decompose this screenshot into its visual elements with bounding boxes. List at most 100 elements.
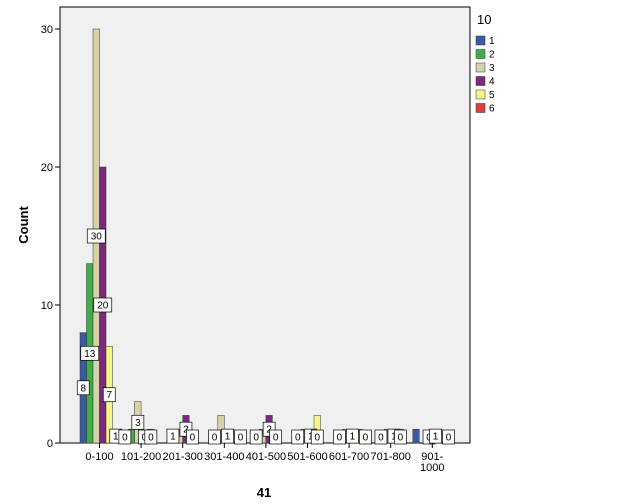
data-label-box [291, 429, 305, 445]
legend-title: 10 [477, 12, 491, 27]
x-tick-label: 501-600 [287, 451, 327, 463]
data-label: 1 [429, 428, 442, 444]
data-label-value: 0 [212, 433, 218, 444]
data-label-box [442, 429, 455, 445]
data-label-box [374, 429, 388, 445]
data-label: 0 [442, 429, 455, 445]
data-label: 1 [166, 428, 180, 444]
legend-swatch-6 [475, 103, 486, 113]
data-label-value: 0 [363, 433, 369, 444]
data-label-box [346, 428, 359, 444]
data-label-box [310, 429, 324, 445]
data-label: 0 [118, 429, 132, 445]
data-label-value: 0 [238, 433, 244, 444]
legend-label-4: 4 [489, 77, 495, 88]
data-label-value: 0 [122, 433, 128, 444]
x-tick-label: 101-200 [121, 451, 161, 463]
data-label-value: 1 [170, 432, 176, 443]
data-label-box [93, 297, 113, 313]
data-label-value: 1 [113, 432, 119, 443]
data-label-box [102, 387, 116, 403]
data-label: 8 [76, 380, 90, 396]
data-label-value: 30 [91, 232, 103, 243]
legend-swatch-5 [475, 89, 486, 100]
data-label-value: 1 [350, 432, 356, 443]
data-label: 0 [310, 429, 324, 445]
data-label: 0 [249, 429, 263, 445]
data-label-value: 0 [253, 433, 259, 444]
data-label: 20 [93, 297, 113, 313]
data-label: 0 [291, 429, 305, 445]
data-label: 3 [131, 414, 145, 430]
data-label-box [429, 428, 442, 444]
data-label: 1 [346, 428, 359, 444]
x-tick-label: 601-700 [329, 451, 369, 463]
data-label-box [394, 429, 407, 445]
y-tick-label: 30 [41, 24, 53, 36]
data-label-box [269, 429, 282, 445]
data-label-box [249, 429, 263, 445]
data-label-value: 0 [190, 433, 196, 444]
data-label-box [333, 429, 346, 445]
data-label: 0 [394, 429, 407, 445]
data-label-box [76, 380, 90, 396]
y-tick-label: 10 [41, 300, 53, 312]
legend: 10 1 2 3 4 5 6 [475, 12, 495, 115]
data-label-box [131, 414, 145, 430]
data-label: 0 [359, 429, 372, 445]
data-label-value: 0 [378, 433, 384, 444]
data-label: 0 [144, 429, 158, 445]
legend-swatch-3 [475, 62, 486, 73]
data-label-value: 0 [273, 433, 279, 444]
data-label: 0 [186, 429, 199, 445]
x-tick-label: 0-100 [85, 451, 113, 463]
data-label: 0 [269, 429, 282, 445]
data-label: 0 [234, 429, 247, 445]
legend-swatch-2 [475, 49, 486, 59]
legend-swatch-4 [475, 76, 486, 86]
data-label: 30 [86, 228, 106, 244]
x-axis: 0-100 101-200 201-300 301-400 401-500 501-600… [85, 443, 445, 474]
data-label-value: 20 [97, 301, 109, 312]
legend-label-2: 2 [489, 50, 495, 61]
data-label-box [118, 429, 132, 445]
data-label: 0 [333, 429, 346, 445]
legend-label-1: 1 [489, 36, 495, 47]
x-tick-label: 701-800 [371, 451, 411, 463]
data-label-box [186, 429, 199, 445]
legend-swatch-1 [475, 35, 486, 46]
x-axis-title: 41 [257, 485, 271, 500]
data-label-box [80, 345, 100, 361]
data-label-box [359, 429, 372, 445]
y-tick-label: 0 [47, 438, 53, 450]
data-label-value: 13 [84, 349, 96, 360]
data-label-value: 1 [225, 432, 231, 443]
data-label-value: 0 [398, 433, 404, 444]
y-axis: 0 10 20 30 [41, 24, 60, 450]
x-tick-label: 401-500 [246, 451, 286, 463]
data-label-value: 7 [106, 390, 112, 401]
legend-label-5: 5 [489, 90, 495, 101]
bar-901-1000-series-1 [412, 428, 420, 444]
y-tick-label: 20 [41, 162, 53, 174]
data-label: 7 [102, 387, 116, 403]
data-label-value: 3 [135, 418, 141, 429]
data-label-value: 8 [80, 383, 86, 394]
data-label-value: 1 [433, 432, 439, 443]
data-label-box [86, 228, 106, 244]
x-tick-label: 201-300 [163, 451, 203, 463]
x-tick-label: 301-400 [204, 451, 244, 463]
data-label-box [208, 429, 221, 445]
data-label-box [234, 429, 247, 445]
legend-label-6: 6 [489, 104, 495, 115]
data-label-box [144, 429, 158, 445]
legend-label-3: 3 [489, 63, 495, 74]
data-label-value: 0 [446, 433, 452, 444]
data-label: 0 [374, 429, 388, 445]
data-label-value: 0 [337, 433, 343, 444]
plot-area [59, 6, 471, 444]
data-label-value: 0 [314, 433, 320, 444]
data-label-value: 0 [148, 433, 154, 444]
data-label: 0 [208, 429, 221, 445]
